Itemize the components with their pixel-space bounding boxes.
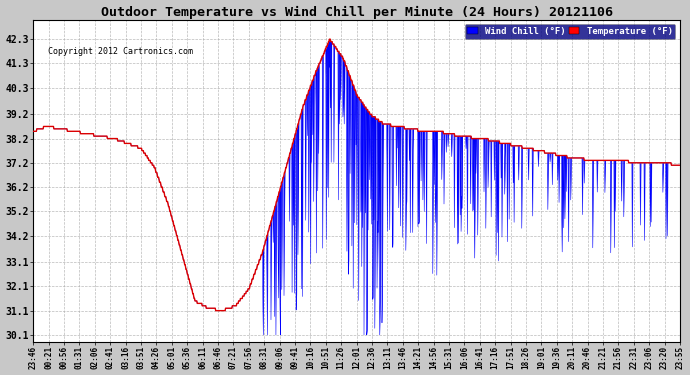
- Legend: Wind Chill (°F), Temperature (°F): Wind Chill (°F), Temperature (°F): [464, 24, 676, 39]
- Text: Copyright 2012 Cartronics.com: Copyright 2012 Cartronics.com: [48, 47, 193, 56]
- Title: Outdoor Temperature vs Wind Chill per Minute (24 Hours) 20121106: Outdoor Temperature vs Wind Chill per Mi…: [101, 6, 613, 19]
